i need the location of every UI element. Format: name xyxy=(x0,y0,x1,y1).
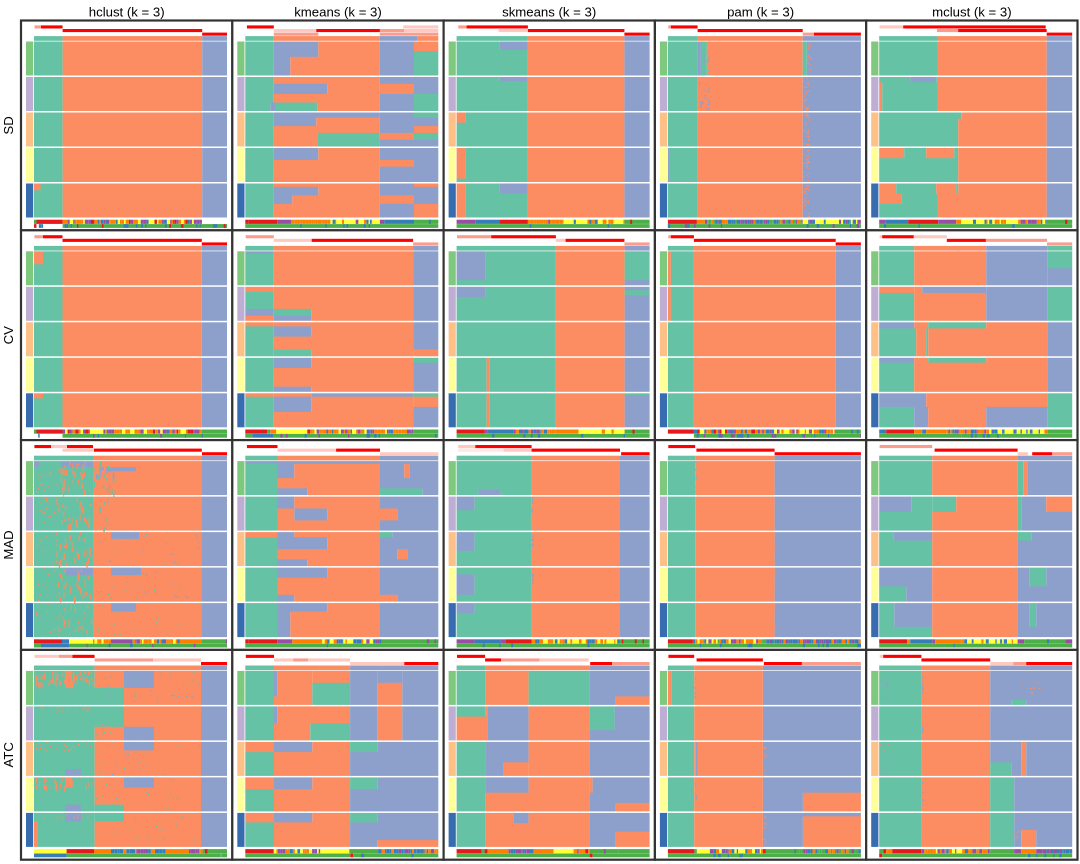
svg-text:hclust (k = 3): hclust (k = 3) xyxy=(89,5,165,20)
svg-text:skmeans (k = 3): skmeans (k = 3) xyxy=(502,5,596,20)
svg-text:CV: CV xyxy=(1,326,16,345)
svg-text:mclust (k = 3): mclust (k = 3) xyxy=(932,5,1012,20)
svg-text:pam (k = 3): pam (k = 3) xyxy=(727,5,794,20)
svg-text:MAD: MAD xyxy=(1,530,16,559)
svg-text:kmeans (k = 3): kmeans (k = 3) xyxy=(294,5,382,20)
svg-text:ATC: ATC xyxy=(1,742,16,768)
svg-text:SD: SD xyxy=(1,116,16,134)
